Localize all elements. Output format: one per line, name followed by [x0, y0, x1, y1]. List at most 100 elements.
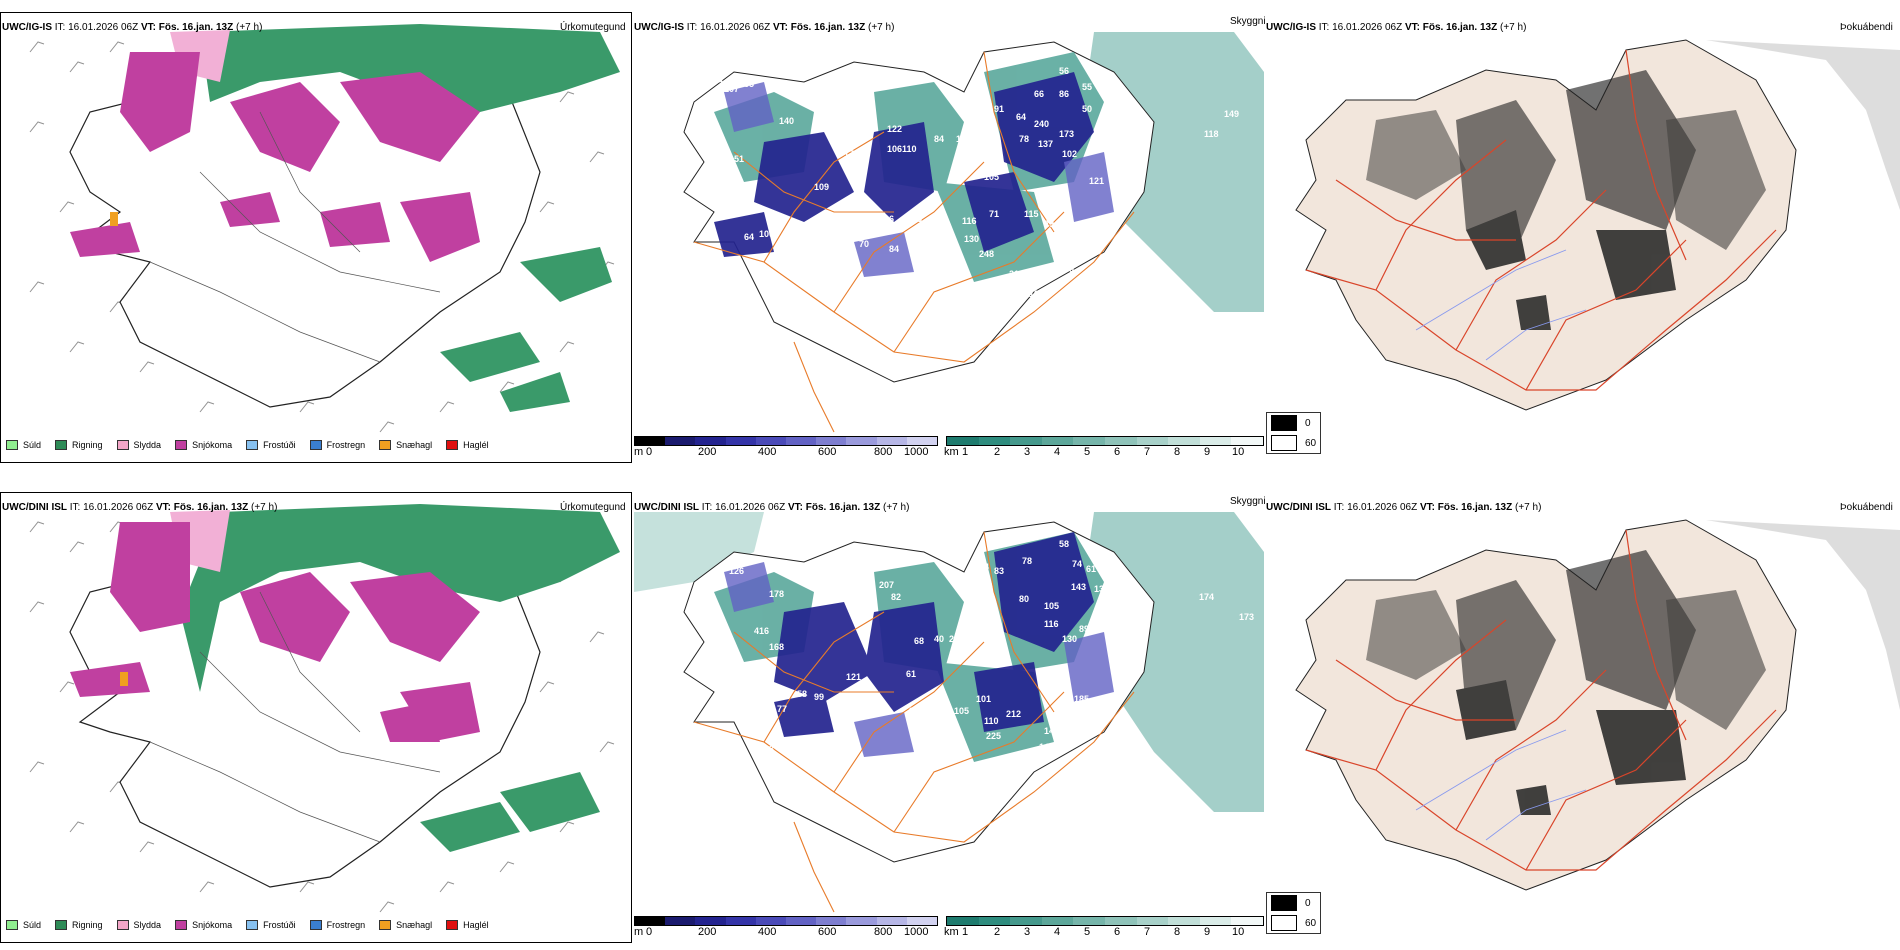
cloud-label: 96	[814, 224, 824, 234]
panel-title-bottom-2: UWC/DINI ISL IT: 16.01.2026 06Z VT: Fös.…	[634, 502, 909, 513]
cloud-label: 107	[724, 84, 739, 94]
cloud-label: 82	[891, 592, 901, 602]
cloud-tick: 800	[874, 926, 893, 938]
cloud-label: 70	[859, 239, 869, 249]
cloud-label: 178	[769, 589, 784, 599]
vis-tick: 6	[1114, 446, 1121, 458]
cloud-bar-segment	[635, 437, 666, 445]
cloud-tick: 400	[758, 446, 777, 458]
cloud-label: 159	[956, 134, 971, 144]
cloud-label: 129	[724, 696, 739, 706]
cloud-label: 78	[1019, 134, 1029, 144]
cloud-label: 68	[914, 636, 924, 646]
cloud-bar-segment	[635, 917, 666, 925]
cloud-label: 66	[912, 214, 922, 224]
vis-tick: 1	[962, 446, 969, 458]
cloud-bar-segment	[876, 917, 907, 925]
vis-bar-segment	[1041, 917, 1074, 925]
it-label: IT:	[1333, 502, 1345, 513]
cloud-bar-segment	[665, 437, 696, 445]
cloud-bar-segment	[786, 917, 817, 925]
cloud-label: 54	[724, 179, 734, 189]
cloud-label: 83	[839, 709, 849, 719]
cloud-label: 173	[1239, 612, 1254, 622]
vis-bar-segment	[1168, 917, 1200, 925]
vis-tick: 9	[1204, 926, 1211, 938]
cloud-label: 116	[962, 216, 977, 226]
legend-swatch	[175, 920, 188, 930]
visibility-colorbar	[946, 436, 1264, 446]
legend-item: Rigning	[55, 440, 103, 450]
vis-bar-segment	[1041, 437, 1074, 445]
fog-key-value: 60	[1305, 917, 1317, 929]
legend-swatch	[446, 920, 459, 930]
vis-tick: 4	[1054, 926, 1061, 938]
legend-label: Slydda	[133, 440, 162, 450]
lead-time: (+7 h)	[251, 502, 278, 513]
it-value: 16.01.2026 06Z	[715, 502, 786, 513]
cloud-label: 68	[814, 264, 824, 274]
cloud-label: 96	[974, 99, 984, 109]
cloud-label: 168	[769, 642, 784, 652]
cloud-label: 115	[932, 862, 947, 872]
legend-item: Frostregn	[309, 920, 365, 930]
precip-legend: Súld Rigning Slydda Snjókoma Frostúði Fr…	[6, 920, 489, 930]
cloud-label: 118	[1204, 129, 1219, 139]
visibility-colorbar-labels: km 1 2 3 4 5 6 7 8 9 10	[944, 926, 1260, 940]
it-value: 16.01.2026 06Z	[1347, 502, 1418, 513]
cloud-bar-segment	[695, 437, 726, 445]
cloud-bar-segment	[906, 437, 938, 445]
legend-item: Súld	[6, 920, 41, 930]
it-label: IT:	[69, 502, 81, 513]
cloud-label: 106	[887, 144, 902, 154]
cloud-bar-segment	[755, 437, 787, 445]
cloud-label: 74	[1072, 559, 1082, 569]
legend-label: Snjókoma	[192, 440, 233, 450]
visibility-map: 56 66 86 55 50 57 96 91 240 173 64 78 13…	[683, 32, 1264, 433]
cloud-tick: 600	[818, 446, 837, 458]
cloud-bar-segment	[725, 437, 756, 445]
cloud-label: 148	[1044, 726, 1059, 736]
cloud-label: 185	[1074, 694, 1089, 704]
cloud-label: 78	[1022, 556, 1032, 566]
cloud-base-colorbar-labels: m 0 200 400 600 800 1000	[634, 446, 944, 460]
cloud-bar-segment	[846, 917, 877, 925]
cloud-label: 109	[814, 182, 829, 192]
cloud-label: 149	[1224, 109, 1239, 119]
legend-swatch	[175, 440, 188, 450]
cloud-label: 130	[964, 234, 979, 244]
cloud-label: 84	[934, 134, 944, 144]
cloud-label: 143	[1071, 582, 1086, 592]
precip-type-map	[29, 24, 620, 433]
cloud-label: 110	[902, 144, 917, 154]
legend-label: Súld	[23, 920, 42, 930]
cloud-label: 86	[1059, 89, 1069, 99]
fog-panel-top	[1266, 30, 1900, 450]
cloud-label: 174	[1199, 592, 1214, 602]
legend-item: Slydda	[116, 920, 162, 930]
vis-bar-segment	[1104, 437, 1137, 445]
cloud-label: 105	[984, 172, 999, 182]
legend-label: Slydda	[133, 920, 162, 930]
legend-swatch	[379, 440, 392, 450]
precip-type-map	[29, 504, 620, 913]
cloud-label: 263	[1029, 274, 1044, 284]
lead-time: (+7 h)	[1515, 502, 1542, 513]
cloud-bar-segment	[816, 917, 847, 925]
cloud-label: 160	[949, 266, 964, 276]
legend-swatch	[116, 920, 129, 930]
cloud-label: 64	[744, 232, 754, 242]
vt-value: Fös. 16.jan. 13Z	[173, 502, 249, 513]
legend-label: Snæhagl	[396, 920, 433, 930]
vis-bar-segment	[1136, 437, 1169, 445]
legend-label: Frostúði	[263, 920, 296, 930]
legend-item: Snjókoma	[175, 920, 232, 930]
cloud-label: 106	[759, 229, 774, 239]
cloud-label: 137	[1038, 139, 1053, 149]
model-name: UWC/DINI ISL	[1266, 502, 1331, 513]
vt-label: VT:	[1419, 502, 1435, 513]
vis-tick: 2	[994, 926, 1001, 938]
cloud-label: 77	[777, 704, 787, 714]
legend-item: Frostúði	[246, 440, 296, 450]
fog-key-row: 60	[1267, 913, 1320, 933]
